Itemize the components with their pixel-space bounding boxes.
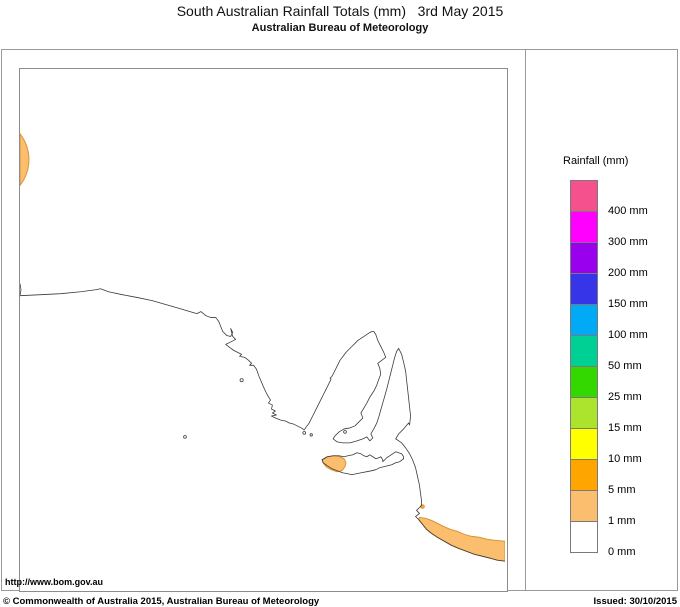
legend-label: 50 mm [608, 360, 642, 372]
legend-swatch [570, 180, 598, 212]
page-subtitle: Australian Bureau of Meteorology [251, 22, 429, 34]
legend-swatch [570, 273, 598, 305]
islet-icon [302, 431, 307, 435]
legend-label: 0 mm [608, 546, 636, 558]
legend-label: 200 mm [608, 267, 648, 279]
legend-swatch [570, 304, 598, 336]
legend-swatch [570, 211, 598, 243]
map-svg [20, 132, 505, 562]
footer-url: http://www.bom.gov.au [5, 577, 103, 587]
legend-label: 10 mm [608, 453, 642, 465]
islet-icon [343, 430, 347, 434]
islet-icon [239, 378, 244, 383]
legend-swatch [570, 459, 598, 491]
legend-swatch [570, 242, 598, 274]
legend-title: Rainfall (mm) [563, 155, 629, 167]
legend-label: 25 mm [608, 391, 642, 403]
legend-swatch [570, 335, 598, 367]
legend-label: 300 mm [608, 236, 648, 248]
legend-label: 100 mm [608, 329, 648, 341]
legend-label: 400 mm [608, 205, 648, 217]
legend-swatch [570, 428, 598, 460]
rainfall-region-west-border [20, 132, 30, 187]
rainfall-region-southeast-coast [417, 516, 505, 562]
islet-icon [309, 433, 313, 437]
legend-swatch [570, 397, 598, 429]
kangaroo-island-outline [321, 451, 405, 476]
legend-swatch [570, 521, 598, 553]
panel-divider [525, 49, 526, 591]
legend-label: 5 mm [608, 484, 636, 496]
legend-swatch [570, 490, 598, 522]
coastline-path [20, 283, 505, 562]
footer-copyright: © Commonwealth of Australia 2015, Austra… [3, 596, 320, 607]
legend-swatch [570, 366, 598, 398]
map-panel [19, 68, 508, 592]
legend-label: 15 mm [608, 422, 642, 434]
legend-label: 150 mm [608, 298, 648, 310]
footer-issued-date: Issued: 30/10/2015 [593, 596, 677, 607]
islet-icon [183, 435, 187, 439]
page-title: South Australian Rainfall Totals (mm) 3r… [176, 3, 504, 19]
legend-label: 1 mm [608, 515, 636, 527]
